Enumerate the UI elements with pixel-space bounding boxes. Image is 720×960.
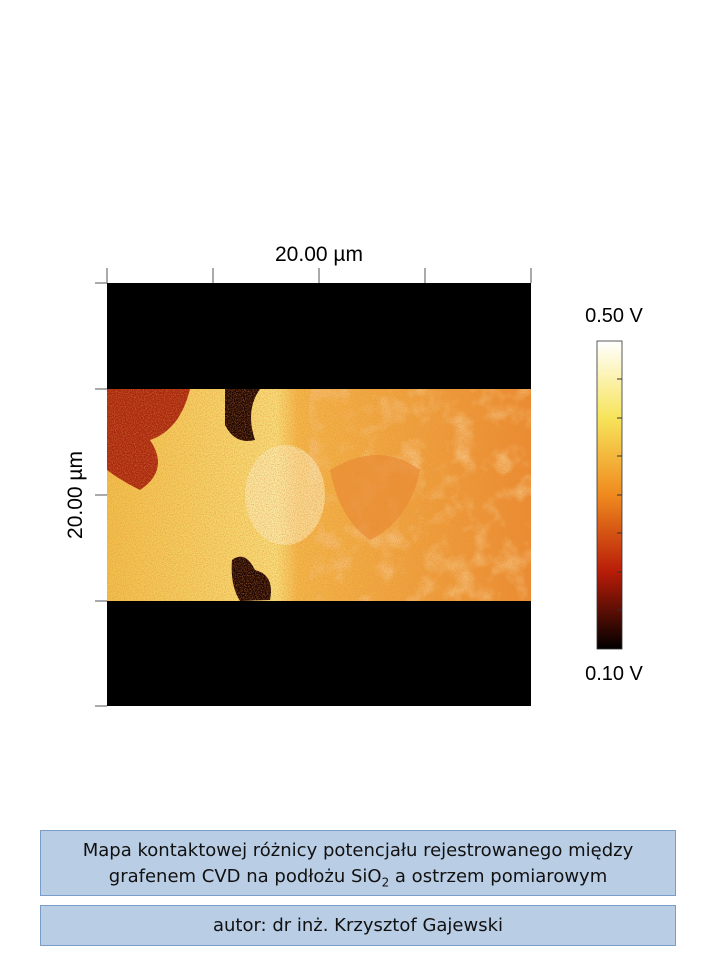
caption-text: a ostrzem pomiarowym bbox=[389, 866, 608, 887]
potential-map bbox=[107, 283, 531, 706]
x-size-label: 20.00 µm bbox=[275, 243, 363, 266]
axis-ticks bbox=[95, 268, 532, 707]
caption-line: grafenem CVD na podłożu SiO2 a ostrzem p… bbox=[41, 864, 675, 896]
caption-text: grafenem CVD na podłożu SiO bbox=[108, 866, 382, 887]
caption: Mapa kontaktowej różnicy potencjału reje… bbox=[40, 830, 676, 896]
colorbar-min: 0.10 V bbox=[585, 663, 643, 685]
caption-line: Mapa kontaktowej różnicy potencjału reje… bbox=[82, 840, 634, 861]
author: autor: dr inż. Krzysztof Gajewski bbox=[40, 905, 676, 946]
colorbar-max: 0.50 V bbox=[585, 305, 643, 327]
y-size-label: 20.00 µm bbox=[64, 451, 87, 539]
figure: 20.00 µm 20.00 µm 0.50 V 0.10 V bbox=[64, 243, 644, 707]
colorbar-ticks bbox=[617, 378, 622, 611]
subscript: 2 bbox=[381, 875, 390, 890]
